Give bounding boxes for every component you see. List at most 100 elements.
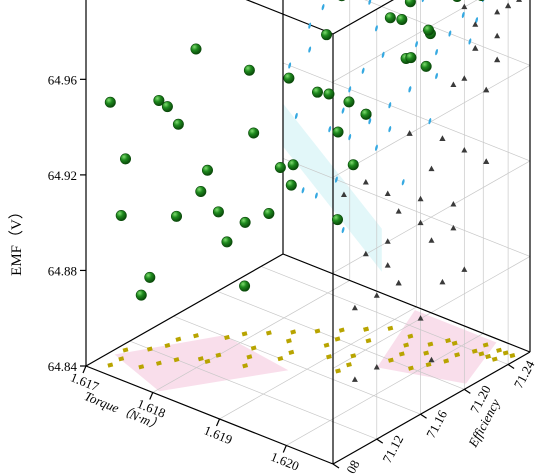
floor-projection-point (122, 347, 129, 353)
right-projection-point (384, 190, 391, 196)
right-projection-point (461, 75, 468, 81)
floor-projection-point (407, 365, 414, 371)
floor-projection-point (250, 345, 257, 351)
left-projection-point (368, 118, 372, 125)
data-point (405, 52, 417, 64)
data-point (161, 101, 173, 113)
right-projection-point (417, 219, 424, 226)
data-point (115, 210, 127, 222)
right-projection-point (417, 195, 424, 202)
floor-projection-point (350, 353, 357, 359)
right-projection-point (384, 238, 391, 244)
left-projection-point (388, 126, 392, 133)
floor-projection-point (365, 338, 372, 344)
data-point (323, 88, 335, 100)
data-point (343, 96, 355, 108)
floor-projection-point (323, 342, 330, 348)
frame-edge (85, 253, 284, 367)
x-tick-label: 1.619 (202, 422, 235, 447)
left-projection-point (468, 38, 472, 45)
left-projection-point (388, 102, 392, 109)
grid-line (286, 333, 484, 446)
floor-projection-point (197, 356, 204, 362)
right-projection-point (395, 208, 402, 214)
right-projection-point (362, 179, 369, 185)
y-tick-label: 71.12 (379, 433, 406, 466)
right-projection-point (417, 315, 424, 321)
data-point (135, 289, 147, 301)
floor-projection-point (363, 326, 369, 332)
right-projection-point (461, 3, 468, 10)
data-point (104, 96, 116, 108)
right-projection-point (373, 363, 380, 370)
data-point (396, 14, 408, 26)
y-tick-label: 71.24 (511, 357, 538, 390)
z-tick-label: 64.96 (48, 72, 78, 87)
data-point (263, 207, 275, 219)
right-projection-point (373, 292, 380, 298)
data-point (212, 206, 224, 218)
floor-projection-point (277, 356, 284, 362)
left-projection-point (314, 192, 318, 199)
floor-projection-point (427, 341, 434, 347)
floor-projection-point (491, 356, 498, 362)
floor-projection-point (138, 364, 145, 370)
data-point (287, 159, 299, 171)
floor-projection-point (502, 350, 509, 356)
left-projection-point (288, 62, 292, 69)
left-projection-point (321, 4, 325, 11)
data-point (195, 186, 207, 198)
right-projection-point (384, 262, 391, 268)
floor-projection-point (290, 329, 297, 335)
floor-projection-point (224, 334, 230, 340)
data-point (347, 159, 359, 171)
y-tick-mark (420, 413, 427, 419)
floor-region-left (114, 335, 289, 392)
floor-projection-point (246, 354, 253, 360)
y-tick-mark (376, 438, 384, 444)
frame-edge (245, 0, 334, 35)
x-tick-mark (149, 392, 154, 400)
data-point (285, 179, 297, 191)
grid-lines (85, 0, 531, 465)
data-point (404, 0, 416, 8)
left-projection-point (475, 17, 479, 24)
right-projection-point (450, 224, 457, 231)
right-projection-point (505, 2, 512, 9)
x-tick-label: 1.617 (68, 369, 101, 394)
x-tick-mark (215, 418, 221, 427)
data-point (420, 60, 432, 72)
floor-projection-point (326, 354, 332, 360)
right-projection-point (428, 356, 435, 363)
right-projection-point (494, 56, 501, 63)
data-point (274, 161, 286, 173)
grid-line (152, 280, 350, 393)
data-point (452, 0, 462, 2)
floor-projection-point (423, 350, 430, 356)
left-projection-point (461, 11, 465, 19)
data-point (423, 24, 435, 36)
frame-edge (282, 253, 531, 353)
grid-line (364, 0, 531, 66)
frame-edge (85, 365, 334, 465)
floor-projection-point (175, 336, 182, 342)
left-projection-point (328, 126, 332, 133)
left-projection-point (348, 86, 352, 93)
left-projection-point (301, 187, 305, 194)
y-tick-mark (332, 463, 340, 469)
left-projection-point (408, 86, 412, 93)
floor-projection-point (314, 328, 321, 334)
z-tick-label: 64.92 (48, 168, 77, 183)
z-axis-title: EMF（V） (8, 204, 25, 276)
y-tick-mark (507, 363, 515, 369)
data-point (239, 216, 251, 228)
left-projection-point (308, 46, 312, 53)
right-projection-point (472, 45, 479, 51)
grid-line (129, 340, 377, 440)
floor-projection-point (407, 333, 414, 339)
floor-projection-point (509, 352, 516, 359)
left-projection-point (375, 25, 378, 32)
left-projection-point (421, 0, 425, 3)
right-projection-point (450, 200, 457, 207)
